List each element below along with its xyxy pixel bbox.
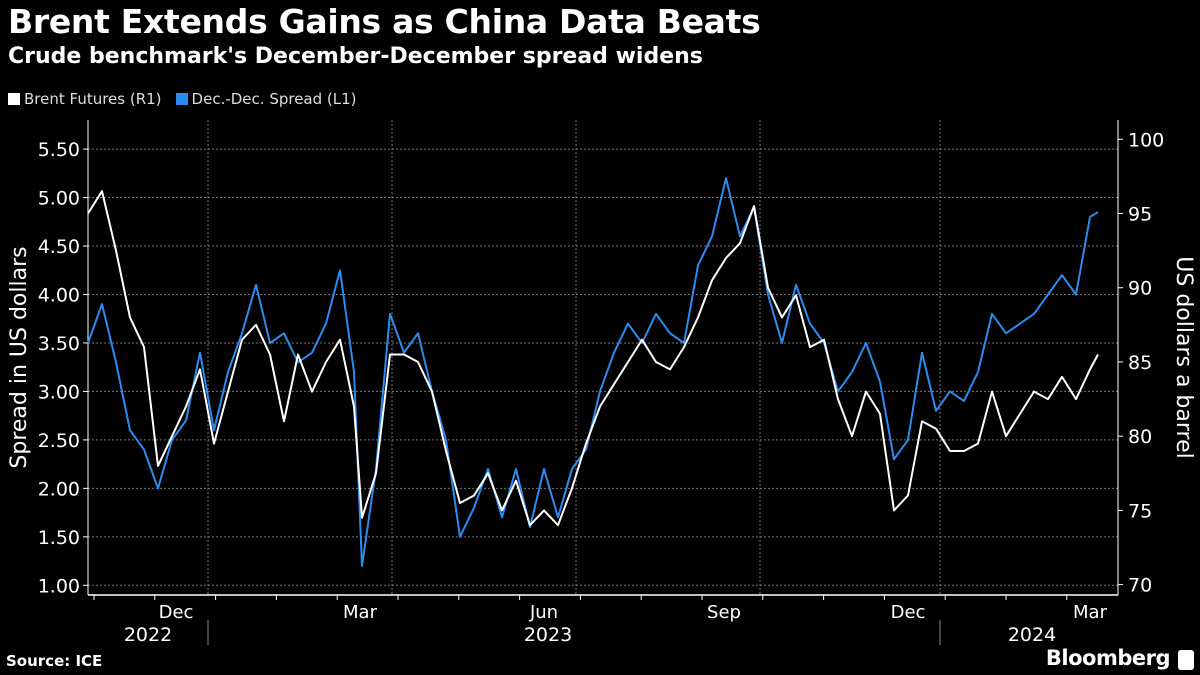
x-tick-label: Dec: [159, 602, 194, 623]
left-tick-label: 4.00: [38, 284, 80, 306]
left-tick-label: 2.00: [38, 478, 80, 500]
legend-item-spread: Dec.-Dec. Spread (L1): [175, 90, 357, 108]
left-tick-label: 5.00: [38, 188, 80, 210]
right-tick-label: 75: [1128, 500, 1152, 522]
legend-item-brent: Brent Futures (R1): [8, 90, 162, 108]
legend-label: Brent Futures (R1): [24, 90, 162, 108]
right-tick-label: 85: [1128, 352, 1152, 374]
brent-line: [87, 190, 1099, 527]
x-tick-label: Sep: [707, 602, 741, 623]
spread-line: [87, 177, 1099, 567]
x-tick-label: Mar: [1073, 602, 1108, 623]
brand-logo: Bloomberg: [1045, 646, 1171, 670]
x-tick-label: Jun: [529, 602, 558, 623]
chart-title: Brent Extends Gains as China Data Beats: [8, 2, 761, 41]
legend-label: Dec.-Dec. Spread (L1): [191, 90, 357, 108]
left-tick-label: 3.00: [38, 381, 80, 403]
left-tick-label: 5.50: [38, 139, 80, 161]
left-tick-label: 2.50: [38, 430, 80, 452]
bloomberg-terminal-icon: [1178, 650, 1194, 670]
right-tick-label: 80: [1128, 426, 1152, 448]
right-tick-label: 95: [1128, 204, 1152, 226]
year-label: 2022: [124, 624, 172, 646]
x-tick-label: Mar: [343, 602, 378, 623]
right-tick-label: 100: [1128, 129, 1164, 151]
left-tick-label: 1.00: [38, 575, 80, 597]
x-tick-label: Dec: [891, 602, 926, 623]
legend-swatch-spread: [175, 93, 188, 105]
year-label: 2023: [524, 624, 572, 646]
left-axis-title: Spread in US dollars: [7, 246, 32, 468]
right-tick-label: 70: [1128, 575, 1152, 597]
left-tick-label: 1.50: [38, 527, 80, 549]
year-label: 2024: [1008, 624, 1056, 646]
right-axis-title: US dollars a barrel: [1171, 256, 1196, 458]
left-tick-label: 3.50: [38, 333, 80, 355]
chart-subtitle: Crude benchmark's December-December spre…: [8, 44, 703, 69]
legend-swatch-brent: [8, 93, 20, 105]
right-tick-label: 90: [1128, 278, 1152, 300]
source-note: Source: ICE: [6, 652, 103, 670]
legend: Brent Futures (R1) Dec.-Dec. Spread (L1): [8, 90, 357, 108]
left-tick-label: 4.50: [38, 236, 80, 258]
